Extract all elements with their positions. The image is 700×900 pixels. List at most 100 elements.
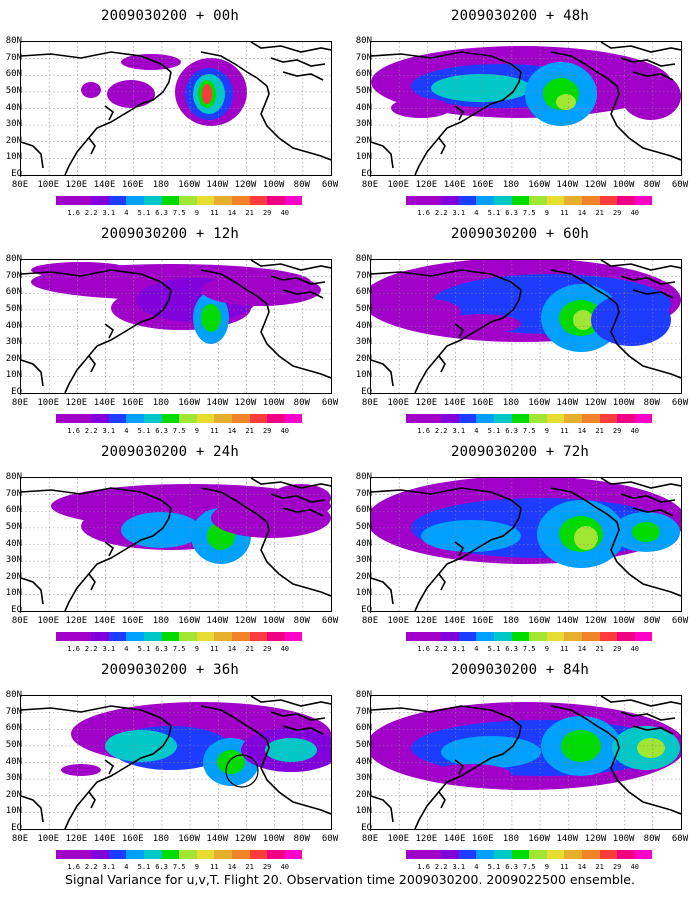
- coastline: [620, 57, 676, 67]
- colorbar-label: 40: [630, 427, 640, 435]
- lon-tick-label: 140E: [93, 180, 116, 190]
- colorbar-swatch: [564, 196, 582, 205]
- colorbar-swatch: [126, 414, 144, 423]
- variance-contour: [556, 94, 576, 110]
- variance-contour: [573, 310, 593, 330]
- lon-tick-label: 60W: [671, 834, 689, 844]
- forecast-panel-00h: 2009030200 + 00h 80N 70N 60N 50N 40N 30N 20N 10N…: [0, 0, 340, 218]
- colorbar-label: 29: [612, 427, 622, 435]
- variance-contour: [391, 98, 451, 118]
- colorbar-label: 21: [245, 427, 254, 435]
- colorbar-swatch: [546, 850, 565, 859]
- lat-tick-label: 10N: [355, 152, 372, 163]
- colorbar-swatch: [493, 850, 512, 859]
- lat-tick-label: 50N: [5, 521, 22, 532]
- colorbar-label: 2.2: [434, 209, 448, 217]
- lat-tick-label: EQ: [11, 169, 22, 179]
- colorbar-label: 14: [227, 645, 237, 653]
- colorbar-label: 11: [560, 863, 569, 871]
- lon-tick-label: 120E: [415, 834, 438, 844]
- lon-tick-label: 140E: [443, 398, 466, 408]
- lat-tick-label: 60N: [355, 69, 372, 80]
- lon-tick-label: 100W: [612, 834, 635, 844]
- colorbar-label: 40: [630, 209, 640, 217]
- coastline: [260, 85, 331, 161]
- colorbar-label: 21: [595, 427, 604, 435]
- lat-tick-label: 20N: [5, 789, 22, 800]
- lon-tick-label: 100E: [387, 834, 410, 844]
- colorbar-swatch: [599, 632, 618, 641]
- colorbar-label: 14: [577, 427, 587, 435]
- colorbar-swatch: [476, 196, 494, 205]
- lon-tick-label: 80W: [293, 616, 310, 626]
- coastline: [21, 577, 44, 605]
- variance-contour: [574, 526, 598, 550]
- colorbar-swatch: [196, 632, 215, 641]
- colorbar-swatch: [214, 632, 232, 641]
- coastline: [550, 705, 618, 741]
- panel-title: 2009030200 + 36h: [100, 662, 240, 678]
- colorbar-label: 4: [124, 863, 129, 871]
- lat-tick-label: 70N: [5, 488, 22, 499]
- lon-tick-label: 160E: [121, 616, 144, 626]
- colorbar: [406, 850, 653, 859]
- colorbar-swatch: [73, 850, 92, 859]
- coastline: [371, 795, 394, 823]
- colorbar-swatch: [441, 414, 459, 423]
- lon-tick-label: 180: [152, 398, 170, 408]
- lon-tick-label: 60W: [321, 398, 339, 408]
- lon-tick-label: 120E: [415, 398, 438, 408]
- colorbar-swatch: [458, 850, 477, 859]
- lat-tick-label: EQ: [361, 387, 372, 397]
- colorbar-swatch: [546, 414, 565, 423]
- colorbar-swatch: [564, 414, 582, 423]
- colorbar-label: 9: [194, 427, 199, 435]
- colorbar-swatch: [511, 414, 530, 423]
- colorbar-swatch: [511, 850, 530, 859]
- colorbar-label: 40: [280, 209, 290, 217]
- lat-tick-label: 50N: [355, 303, 372, 314]
- coastline: [88, 355, 96, 373]
- colorbar-swatch: [73, 414, 92, 423]
- coastline: [21, 141, 44, 169]
- coastline: [480, 507, 522, 547]
- lon-tick-label: 140W: [206, 616, 229, 626]
- colorbar-swatch: [143, 850, 162, 859]
- lat-tick-label: 20N: [355, 571, 372, 582]
- lon-tick-label: 80E: [11, 616, 29, 626]
- colorbar-label: 9: [544, 863, 549, 871]
- panel-title: 2009030200 + 12h: [100, 226, 240, 242]
- coastline: [414, 763, 482, 829]
- lat-tick-label: 20N: [355, 353, 372, 364]
- colorbar-swatch: [108, 196, 127, 205]
- lat-tick-label: 60N: [5, 69, 22, 80]
- coastline: [414, 545, 482, 611]
- colorbar-swatch: [126, 850, 144, 859]
- colorbar-label: 1.6: [417, 863, 430, 871]
- lon-tick-label: 140W: [206, 180, 229, 190]
- lon-tick-label: 120W: [234, 616, 257, 626]
- coastline: [200, 705, 268, 741]
- lat-tick-label: 50N: [5, 85, 22, 96]
- lon-tick-label: 180: [152, 180, 170, 190]
- lon-tick-label: 120W: [584, 398, 607, 408]
- colorbar-label: 5.1: [137, 645, 151, 653]
- coastline: [454, 323, 465, 339]
- colorbar-label: 1.6: [417, 645, 430, 653]
- colorbar-label: 6.3: [505, 209, 518, 217]
- colorbar-label: 6.3: [505, 863, 518, 871]
- coastline: [104, 323, 115, 339]
- lon-tick-label: 160W: [178, 834, 200, 844]
- variance-contour: [637, 738, 665, 758]
- variance-contour: [381, 298, 461, 326]
- lon-tick-label: 120W: [584, 834, 607, 844]
- lon-tick-label: 100E: [37, 398, 60, 408]
- coastline: [88, 137, 96, 155]
- colorbar-swatch: [179, 196, 197, 205]
- lat-tick-label: 10N: [355, 588, 372, 599]
- colorbar: [56, 196, 303, 205]
- colorbar-label: 3.1: [452, 863, 466, 871]
- colorbar-swatch: [617, 850, 635, 859]
- coastline: [21, 705, 172, 727]
- lon-tick-label: 160W: [178, 180, 200, 190]
